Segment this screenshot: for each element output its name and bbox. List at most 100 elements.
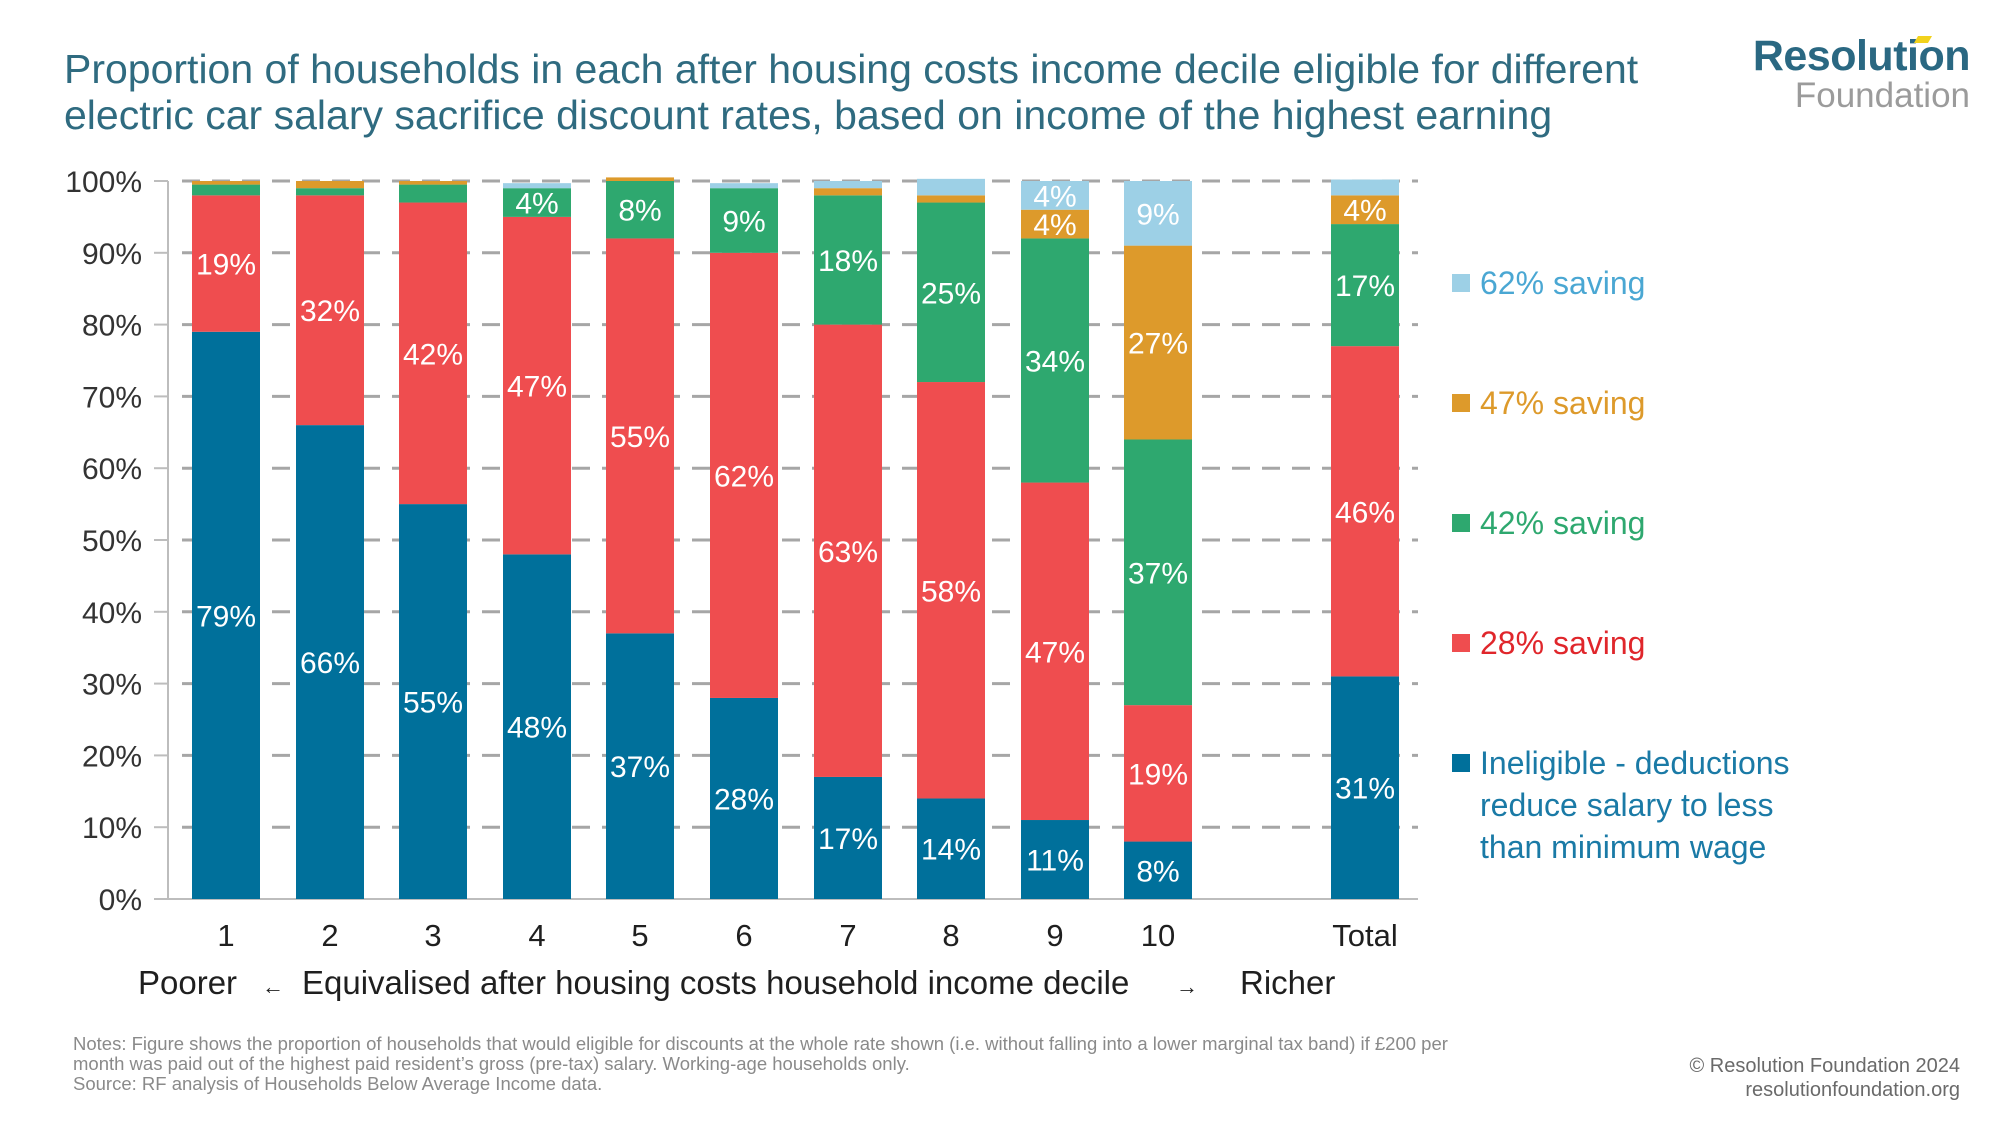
legend-item-ineligible: Ineligible - deductions reduce salary to … [1452,742,1790,868]
bar-segment-saving28 [1124,705,1192,842]
bar-segment-saving62 [814,181,882,189]
x-tick-label: 8 [942,918,959,953]
data-label: 47% [1025,636,1085,669]
data-label: 4% [1343,195,1386,228]
bar-segment-ineligible [1124,841,1192,899]
bar-segment-ineligible [192,331,260,899]
bar-segment-saving42 [1331,224,1399,347]
data-label: 42% [403,338,463,371]
y-tick-label: 0% [99,884,142,917]
bar-segment-ineligible [917,798,985,899]
bar-segment-saving28 [296,195,364,426]
x-tick-label: 10 [1141,918,1175,953]
bar-segment-saving47 [399,181,467,185]
data-label: 25% [921,277,981,310]
data-label: 17% [818,823,878,856]
x-tick-label: 3 [424,918,441,953]
legend-label: 42% saving [1480,505,1646,541]
bar-segment-saving42 [917,202,985,383]
y-tick-label: 70% [82,381,142,414]
data-label: 79% [196,600,256,633]
legend-label-line: Ineligible - deductions [1480,745,1790,781]
bar-segment-saving47 [606,177,674,181]
source-line: Source: RF analysis of Households Below … [73,1073,603,1094]
bar-segment-saving42 [192,184,260,196]
legend-label: 47% saving [1480,385,1646,421]
data-label: 37% [610,751,670,784]
y-tick-label: 90% [82,238,142,271]
x-tick-label: 9 [1046,918,1063,953]
x-axis-label-poorer: Poorer [138,964,238,1001]
legend-label-line: reduce salary to less [1480,787,1774,823]
legend-swatch-icon [1452,634,1470,652]
bar-segment-saving47 [192,181,260,185]
legend-label: Ineligible - deductions reduce salary to … [1480,742,1790,868]
bar-segment-saving28 [814,324,882,777]
data-label: 27% [1128,328,1188,361]
data-label: 48% [507,712,567,745]
data-label: 19% [196,249,256,282]
bar-segment-saving42 [814,195,882,325]
x-axis-label-richer: Richer [1240,964,1336,1001]
data-label: 66% [300,647,360,680]
bar-segment-saving42 [296,188,364,196]
data-label: 9% [1136,198,1179,231]
footer-notes: Notes: Figure shows the proportion of ho… [73,1034,1693,1094]
y-tick-label: 50% [82,525,142,558]
bar-segment-saving42 [710,188,778,253]
x-tick-label: 1 [217,918,234,953]
bar-segment-saving28 [917,382,985,799]
copyright: © Resolution Foundation 2024 [1689,1055,1960,1077]
y-tick-label: 40% [82,597,142,630]
data-label: 32% [300,295,360,328]
bar-segment-saving62 [917,178,985,196]
bar-segment-saving28 [1331,346,1399,677]
legend-swatch-icon [1452,514,1470,532]
data-label: 62% [714,460,774,493]
bar-segment-saving42 [1021,238,1089,483]
bar-segment-saving47 [1331,195,1399,225]
data-label: 55% [610,421,670,454]
bar-segment-ineligible [814,776,882,899]
arrow-right-icon: → [1176,974,1198,999]
legend-label: 28% saving [1480,625,1646,661]
legend-swatch-icon [1452,754,1470,772]
bar-segment-saving28 [710,252,778,698]
data-label: 34% [1025,346,1085,379]
bar-segment-saving28 [1021,482,1089,821]
x-tick-label: 2 [321,918,338,953]
y-tick-label: 30% [82,669,142,702]
data-label: 58% [921,575,981,608]
footer-credit: © Resolution Foundation 2024 resolutionf… [1690,1054,1960,1102]
resolution-foundation-logo: Resolution Foundation [1753,34,1971,114]
y-tick-label: 20% [82,740,142,773]
bar-segment-saving62 [1021,181,1089,210]
x-tick-label: 5 [631,918,648,953]
bar-segment-saving28 [606,238,674,634]
bar-segment-ineligible [606,633,674,899]
x-tick-label: Total [1332,918,1397,953]
bar-segment-saving62 [710,183,778,189]
y-tick-label: 60% [82,453,142,486]
data-label: 17% [1335,270,1395,303]
bar-segment-saving42 [1124,439,1192,706]
data-label: 8% [618,195,661,228]
x-tick-label: 4 [528,918,545,953]
data-label: 28% [714,783,774,816]
bar-segment-ineligible [503,554,571,899]
y-tick-label: 10% [82,812,142,845]
website-link[interactable]: resolutionfoundation.org [1745,1079,1960,1101]
data-label: 18% [818,245,878,278]
bar-segment-ineligible [296,425,364,899]
bar-segment-saving42 [606,181,674,239]
bar-segment-saving62 [1124,181,1192,246]
legend-label: 62% saving [1480,265,1646,301]
x-axis-title: Equivalised after housing costs househol… [302,964,1130,1001]
bar-segment-saving47 [1124,245,1192,440]
bar-segment-saving62 [1331,179,1399,196]
y-tick-label: 80% [82,310,142,343]
y-tick-label: 100% [65,166,142,199]
data-label: 19% [1128,758,1188,791]
arrow-left-icon: ← [262,974,284,999]
